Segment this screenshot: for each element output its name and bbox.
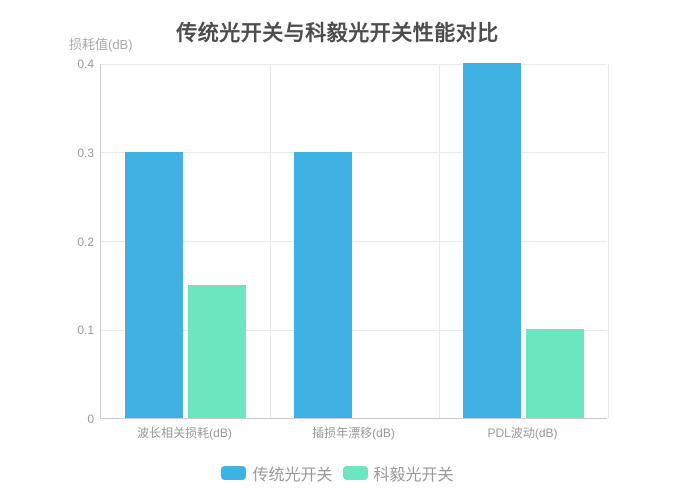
x-tick-label: 插损年漂移(dB) — [312, 426, 395, 440]
gridline-horizontal — [101, 241, 607, 242]
bar-traditional-cat0[interactable] — [125, 151, 183, 418]
y-tick-label: 0.4 — [77, 57, 94, 71]
bar-traditional-cat2[interactable] — [463, 63, 521, 418]
y-axis-name: 损耗值(dB) — [69, 37, 133, 52]
x-tick-label: 波长相关损耗(dB) — [137, 426, 232, 440]
gridline-horizontal — [101, 152, 607, 154]
bar-traditional-cat1[interactable] — [294, 151, 352, 418]
legend-label-traditional-switch: 传统光开关 — [252, 467, 333, 484]
y-tick-label: 0 — [87, 412, 94, 426]
gridline-horizontal — [101, 63, 607, 65]
legend-item-traditional-switch[interactable]: 传统光开关 — [221, 461, 333, 485]
chart-title: 传统光开关与科毅光开关性能对比 — [176, 22, 499, 45]
legend: 传统光开关 科毅光开关 — [0, 461, 675, 485]
gridline-horizontal — [101, 329, 607, 331]
legend-label-keyi-switch: 科毅光开关 — [373, 467, 454, 484]
gridline-vertical — [438, 64, 440, 418]
legend-swatch-blue-icon — [221, 466, 247, 480]
legend-swatch-green-icon — [342, 466, 368, 480]
bar-keyi-cat0[interactable] — [188, 284, 246, 418]
x-tick-label: PDL波动(dB) — [487, 426, 558, 440]
gridline-vertical — [607, 64, 609, 418]
y-tick-label: 0.3 — [77, 145, 94, 160]
gridline-vertical — [269, 64, 271, 418]
plot-area — [100, 63, 609, 419]
y-tick-label: 0.2 — [77, 234, 94, 249]
y-tick-label: 0.1 — [77, 323, 94, 338]
legend-item-keyi-switch[interactable]: 科毅光开关 — [342, 461, 454, 485]
bar-keyi-cat2[interactable] — [526, 329, 584, 418]
